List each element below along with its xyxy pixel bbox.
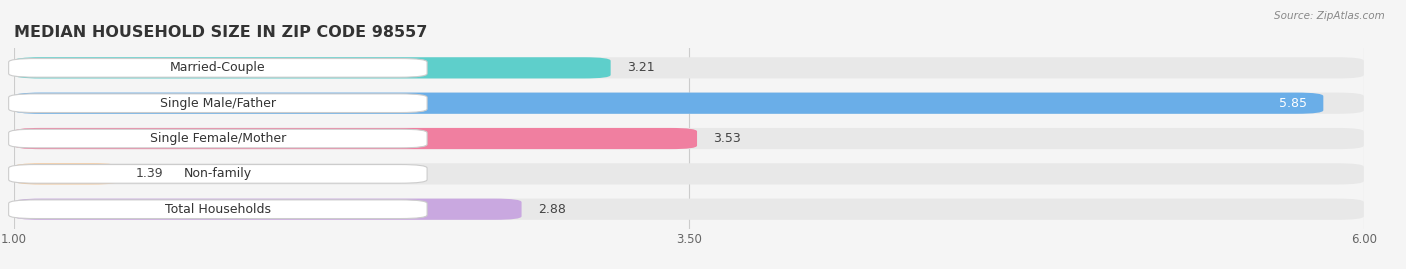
FancyBboxPatch shape bbox=[8, 129, 427, 148]
Text: Non-family: Non-family bbox=[184, 167, 252, 180]
Text: 3.21: 3.21 bbox=[627, 61, 654, 74]
Text: Total Households: Total Households bbox=[165, 203, 271, 216]
FancyBboxPatch shape bbox=[14, 128, 1364, 149]
FancyBboxPatch shape bbox=[14, 93, 1364, 114]
Text: 3.53: 3.53 bbox=[713, 132, 741, 145]
FancyBboxPatch shape bbox=[14, 199, 1364, 220]
FancyBboxPatch shape bbox=[8, 94, 427, 112]
FancyBboxPatch shape bbox=[14, 199, 522, 220]
FancyBboxPatch shape bbox=[8, 59, 427, 77]
FancyBboxPatch shape bbox=[14, 93, 1323, 114]
Text: Single Female/Mother: Single Female/Mother bbox=[150, 132, 285, 145]
FancyBboxPatch shape bbox=[14, 57, 610, 79]
Text: 2.88: 2.88 bbox=[537, 203, 565, 216]
FancyBboxPatch shape bbox=[8, 165, 427, 183]
FancyBboxPatch shape bbox=[14, 163, 120, 185]
FancyBboxPatch shape bbox=[14, 163, 1364, 185]
Text: MEDIAN HOUSEHOLD SIZE IN ZIP CODE 98557: MEDIAN HOUSEHOLD SIZE IN ZIP CODE 98557 bbox=[14, 25, 427, 40]
FancyBboxPatch shape bbox=[14, 57, 1364, 79]
Text: 1.39: 1.39 bbox=[135, 167, 163, 180]
Text: 5.85: 5.85 bbox=[1279, 97, 1308, 110]
Text: Single Male/Father: Single Male/Father bbox=[160, 97, 276, 110]
FancyBboxPatch shape bbox=[8, 200, 427, 218]
Text: Source: ZipAtlas.com: Source: ZipAtlas.com bbox=[1274, 11, 1385, 21]
Text: Married-Couple: Married-Couple bbox=[170, 61, 266, 74]
FancyBboxPatch shape bbox=[14, 128, 697, 149]
